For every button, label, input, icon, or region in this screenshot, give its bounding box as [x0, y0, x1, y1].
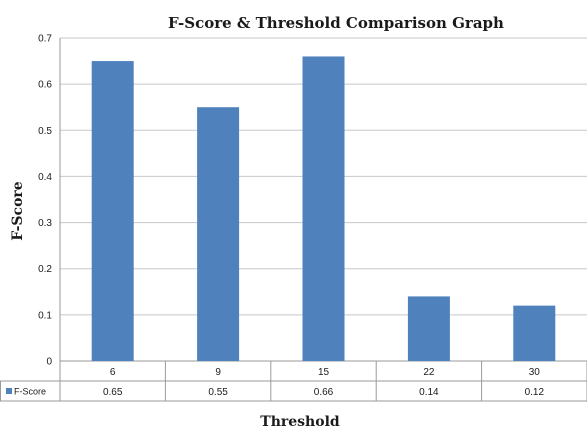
y-tick-label: 0.2: [38, 264, 52, 275]
data-label: 0.12: [525, 387, 545, 398]
y-tick-label: 0.1: [38, 310, 52, 321]
y-tick-label: 0.6: [38, 80, 52, 91]
legend-swatch: [6, 388, 12, 394]
y-tick-label: 0.5: [38, 126, 52, 137]
data-label: 0.66: [314, 387, 334, 398]
bar: [197, 107, 240, 361]
data-label: 0.65: [103, 387, 123, 398]
y-tick-label: 0.3: [38, 218, 52, 229]
bar: [302, 56, 345, 361]
x-tick-label: 22: [423, 367, 435, 378]
bar: [91, 61, 134, 361]
bars: [91, 56, 556, 361]
x-axis-title: Threshold: [260, 414, 340, 430]
y-tick-label: 0: [46, 357, 52, 368]
data-label: 0.14: [419, 387, 439, 398]
chart-title: F-Score & Threshold Comparison Graph: [168, 14, 504, 32]
y-tick-label: 0.7: [38, 34, 52, 45]
y-axis-title: F-Score: [10, 181, 26, 240]
y-tick-label: 0.4: [38, 172, 52, 183]
legend-label: F-Score: [14, 387, 46, 397]
data-label: 0.55: [208, 387, 228, 398]
y-axis-tick-labels: 0 0.1 0.2 0.3 0.4 0.5 0.6 0.7: [38, 34, 52, 368]
data-table: 6 0.65 9 0.55 15 0.66 22 0.14 30 0.12 F-Score: [0, 361, 587, 402]
bar: [407, 296, 450, 361]
x-tick-label: 9: [215, 367, 221, 378]
x-tick-label: 30: [529, 367, 541, 378]
x-tick-label: 6: [110, 367, 116, 378]
bar: [513, 305, 556, 361]
x-tick-label: 15: [318, 367, 330, 378]
